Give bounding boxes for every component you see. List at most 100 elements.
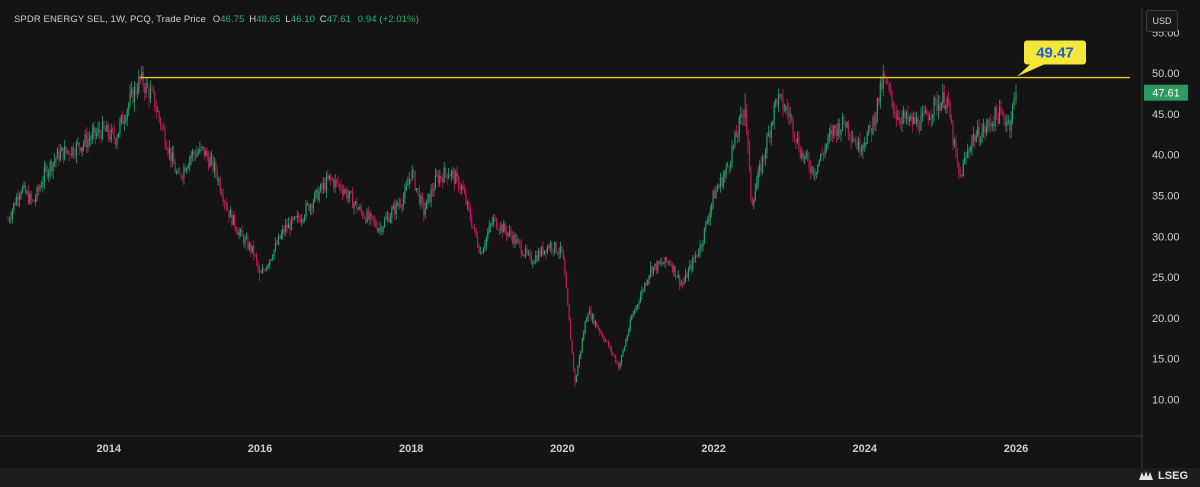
candle-body [20, 192, 22, 196]
candle-body [333, 180, 335, 188]
candle-body [634, 310, 636, 314]
candle-body [564, 259, 566, 275]
candle-body [593, 314, 595, 325]
candle-body [535, 255, 537, 263]
candle-body [53, 160, 56, 163]
candle-body [83, 143, 85, 147]
candle-body [555, 242, 557, 253]
candle-body [655, 263, 658, 271]
candle-body [651, 266, 653, 274]
candle-body [856, 142, 858, 150]
open-label: O [212, 14, 221, 25]
candle-body [641, 289, 643, 296]
candle-body [356, 201, 358, 210]
candle-body [187, 165, 189, 168]
candle-body [482, 248, 485, 254]
candle-body [19, 195, 21, 201]
candle-body [657, 261, 659, 271]
candle-body [170, 148, 172, 162]
candle-body [668, 261, 671, 264]
candle-body [868, 124, 870, 134]
candle-body [315, 189, 317, 193]
candle-body [712, 191, 714, 204]
candle-body [952, 123, 954, 145]
candle-body [1000, 107, 1002, 113]
candle-body [635, 306, 637, 311]
y-tick-label: 45.00 [1152, 109, 1180, 121]
candle-body [447, 175, 450, 179]
candle-body [120, 114, 122, 122]
candle-body [661, 262, 663, 264]
candle-body [572, 352, 575, 370]
candle-body [256, 255, 258, 262]
candle-body [929, 117, 931, 121]
candle-body [520, 243, 522, 254]
candle-body [459, 188, 461, 190]
low-label: L [285, 14, 291, 25]
candle-body [873, 116, 876, 126]
y-tick-label: 25.00 [1152, 272, 1180, 284]
candle-body [811, 166, 813, 173]
candle-body [626, 335, 628, 341]
candle-body [404, 189, 406, 198]
candle-body [465, 193, 467, 205]
candle-body [218, 179, 220, 181]
candle-body [408, 179, 410, 185]
candle-body [948, 98, 950, 102]
candle-body [802, 152, 804, 160]
candle-body [1013, 98, 1015, 105]
candle-body [13, 202, 15, 210]
candle-body [882, 74, 884, 90]
candle-body [830, 130, 832, 135]
candle-body [686, 273, 688, 278]
candle-body [958, 162, 960, 175]
candle-body [286, 224, 288, 229]
candle-body [431, 189, 434, 192]
candle-body [254, 254, 256, 256]
candle-body [844, 124, 847, 128]
last-price-tag [1144, 84, 1188, 101]
candle-body [687, 269, 689, 278]
candle-body [231, 210, 233, 225]
candle-body [860, 150, 863, 153]
x-tick-label: 2014 [97, 443, 122, 455]
candle-body [228, 210, 230, 218]
candle-body [503, 223, 505, 233]
candle-body [264, 269, 266, 271]
candle-body [652, 266, 655, 274]
candle-body [257, 261, 259, 269]
candle-body [795, 139, 797, 143]
candle-body [391, 209, 393, 218]
candle-body [706, 221, 708, 223]
candle-body [309, 205, 311, 211]
candle-body [959, 174, 961, 176]
candle-body [492, 217, 495, 223]
candle-body [740, 114, 742, 118]
candle-body [178, 172, 181, 174]
candle-body [205, 150, 207, 156]
candle-body [721, 177, 723, 187]
candle-body [433, 189, 435, 192]
candle-body [767, 132, 769, 136]
x-tick-label: 2020 [550, 443, 574, 455]
candle-body [823, 154, 825, 156]
candle-body [674, 266, 676, 277]
candle-body [596, 321, 598, 328]
candle-body [72, 146, 75, 155]
candle-body [984, 125, 986, 133]
candle-body [14, 202, 16, 205]
candle-body [497, 228, 499, 230]
candle-body [526, 248, 528, 253]
candle-body [786, 106, 788, 112]
candle-body [56, 149, 59, 159]
candle-body [715, 190, 717, 199]
candle-body [700, 244, 703, 247]
candle-body [839, 122, 841, 135]
candle-body [308, 203, 310, 211]
candle-body [519, 240, 521, 244]
currency-button[interactable]: USD [1146, 10, 1178, 32]
candle-body [40, 186, 43, 188]
candle-body [213, 162, 216, 171]
candle-body [699, 244, 701, 254]
